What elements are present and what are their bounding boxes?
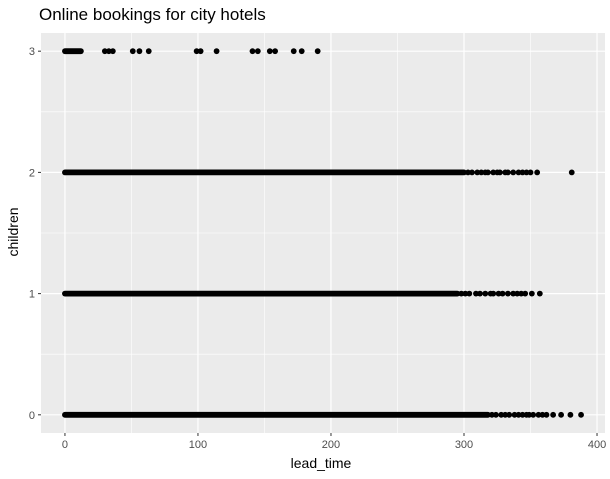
data-point [504,169,511,176]
data-point [145,48,152,55]
data-point [502,411,509,418]
data-point [504,290,511,297]
data-point [543,411,550,418]
data-point [510,290,517,297]
x-tick-label: 200 [322,439,340,451]
data-point [506,411,513,418]
data-point [534,169,541,176]
data-point [522,290,529,297]
y-tick-labels: 0 1 2 3 [29,46,35,422]
data-point [101,48,108,55]
data-point [530,411,537,418]
data-point [558,411,565,418]
data-point [298,48,305,55]
data-point [568,169,575,176]
data-point [550,411,557,418]
y-axis-title: children [5,207,21,256]
data-point [535,411,542,418]
data-point [539,411,546,418]
data-point [528,290,535,297]
x-tick-label: 0 [62,439,68,451]
data-point [272,48,279,55]
data-point [519,169,526,176]
data-point [567,411,574,418]
x-tick-label: 400 [588,439,606,451]
data-point [490,169,497,176]
y-tick-label: 1 [29,289,35,301]
data-point [478,169,485,176]
data-points [62,48,584,418]
y-tick-label: 0 [29,410,35,422]
data-point [497,169,503,176]
data-point [514,290,521,297]
data-point [105,48,112,55]
data-point [515,411,522,418]
data-point [526,411,533,418]
x-tick-label: 300 [455,439,473,451]
data-point [473,290,479,297]
data-point [527,169,534,176]
data-point [469,169,475,176]
data-point [193,48,200,55]
data-point [290,48,297,55]
data-point [495,290,502,297]
data-point [466,290,473,297]
data-point [197,48,204,55]
y-tick-label: 2 [29,167,35,179]
data-point [254,48,261,55]
data-point [136,48,143,55]
data-point [493,411,499,418]
data-point [129,48,136,55]
data-point [477,290,483,297]
data-point [498,411,505,418]
data-point [249,48,256,55]
axis-ticks [38,50,598,436]
x-tick-label: 100 [189,439,207,451]
data-point [489,411,495,418]
data-point [523,169,530,176]
data-point [490,290,497,297]
data-point [314,48,321,55]
data-point [510,169,517,176]
minor-gridlines [41,33,605,433]
data-point [482,290,489,297]
data-point [465,169,471,176]
data-point [109,48,116,55]
x-tick-labels: 0 100 200 300 400 [62,439,606,451]
data-point [518,290,525,297]
data-point [458,290,465,297]
data-point [266,48,273,55]
data-point [519,411,526,418]
data-point [213,48,220,55]
data-point [499,290,506,297]
chart-title: Online bookings for city hotels [39,5,266,24]
data-point [536,290,543,297]
data-point [485,169,491,176]
data-point [578,411,584,418]
data-point [515,169,522,176]
x-axis-title: lead_time [291,455,352,471]
data-point [462,290,469,297]
data-point [511,411,518,418]
y-tick-label: 3 [29,46,35,58]
data-point [474,169,481,176]
